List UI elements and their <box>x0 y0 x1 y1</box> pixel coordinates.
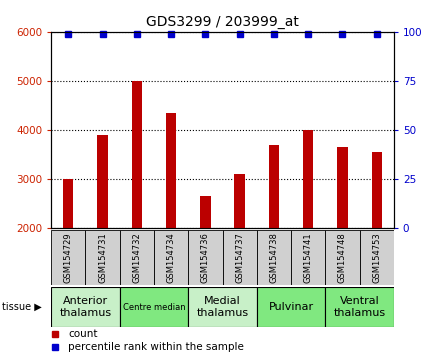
Text: Medial
thalamus: Medial thalamus <box>196 296 249 318</box>
Text: GSM154748: GSM154748 <box>338 232 347 283</box>
Bar <box>120 287 188 327</box>
Title: GDS3299 / 203999_at: GDS3299 / 203999_at <box>146 16 299 29</box>
Text: GSM154736: GSM154736 <box>201 232 210 283</box>
Bar <box>166 113 176 228</box>
Text: count: count <box>69 329 98 339</box>
Bar <box>235 174 245 228</box>
Text: Pulvinar: Pulvinar <box>268 302 314 312</box>
Bar <box>188 230 222 285</box>
Text: Centre median: Centre median <box>123 303 185 312</box>
Text: GSM154737: GSM154737 <box>235 232 244 283</box>
Text: GSM154732: GSM154732 <box>132 232 142 283</box>
Text: GSM154741: GSM154741 <box>303 232 313 283</box>
Bar <box>132 81 142 228</box>
Text: GSM154729: GSM154729 <box>64 232 73 283</box>
Bar <box>63 179 73 228</box>
Bar <box>291 230 325 285</box>
Bar <box>257 287 325 327</box>
Text: tissue ▶: tissue ▶ <box>2 302 42 312</box>
Bar <box>257 230 291 285</box>
Text: Anterior
thalamus: Anterior thalamus <box>59 296 112 318</box>
Bar <box>360 230 394 285</box>
Bar <box>222 230 257 285</box>
Text: GSM154753: GSM154753 <box>372 232 381 283</box>
Bar <box>85 230 120 285</box>
Bar <box>51 230 85 285</box>
Bar <box>154 230 188 285</box>
Bar <box>325 230 360 285</box>
Text: percentile rank within the sample: percentile rank within the sample <box>69 342 244 352</box>
Text: Ventral
thalamus: Ventral thalamus <box>333 296 386 318</box>
Bar <box>120 230 154 285</box>
Bar <box>325 287 394 327</box>
Bar <box>188 287 257 327</box>
Bar <box>51 287 120 327</box>
Bar <box>97 135 108 228</box>
Bar <box>303 130 313 228</box>
Bar <box>372 152 382 228</box>
Text: GSM154731: GSM154731 <box>98 232 107 283</box>
Bar <box>269 145 279 228</box>
Text: GSM154734: GSM154734 <box>166 232 176 283</box>
Bar <box>200 196 210 228</box>
Bar <box>337 147 348 228</box>
Text: GSM154738: GSM154738 <box>269 232 279 283</box>
